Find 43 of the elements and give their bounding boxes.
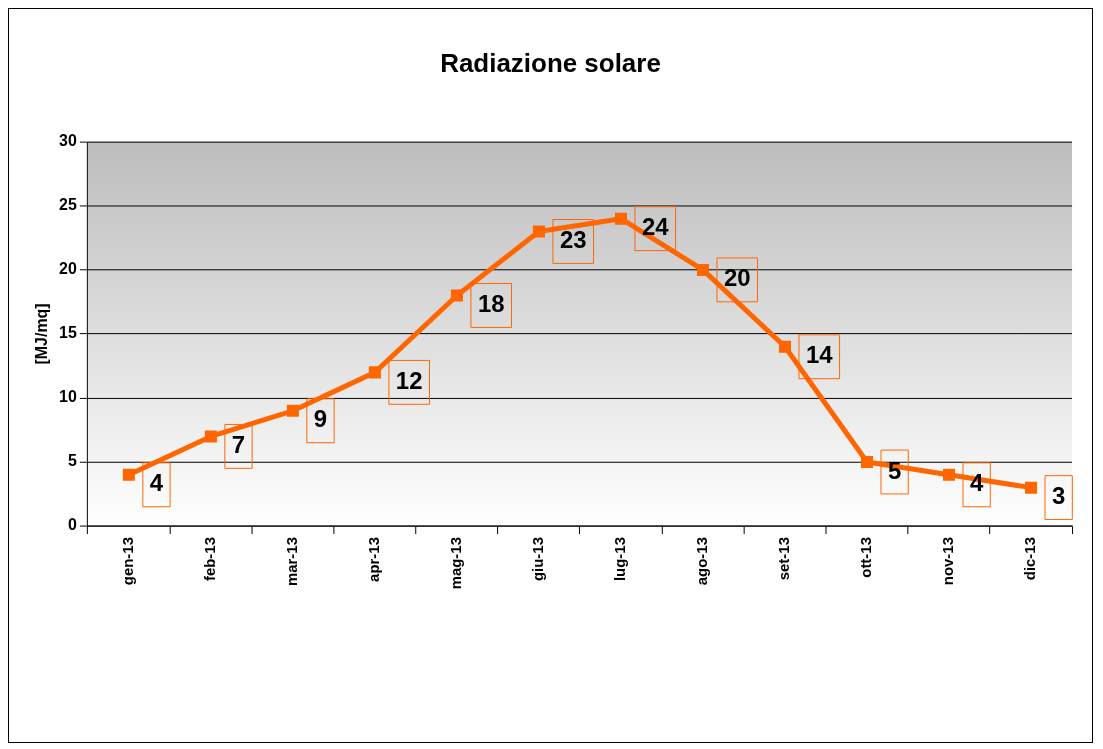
point	[942, 468, 956, 481]
point	[122, 468, 135, 481]
x-tick-label: ago-13	[693, 537, 711, 586]
y-tick-label: 5	[67, 452, 77, 470]
data-label: 20	[723, 264, 751, 292]
x-tick-label: gen-13	[118, 537, 136, 586]
x-tick-label: apr-13	[365, 537, 383, 582]
data-label: 18	[477, 290, 505, 318]
point	[778, 340, 792, 353]
x-tick-label: set-13	[775, 537, 793, 581]
data-label: 7	[231, 431, 246, 458]
point	[696, 263, 709, 276]
x-tick-label: giu-13	[529, 537, 547, 582]
point	[614, 212, 627, 225]
data-label: 12	[395, 366, 423, 394]
point	[860, 456, 874, 469]
y-axis-title: [MJ/mq]	[32, 303, 50, 365]
point	[450, 289, 463, 302]
x-tick-label: mar-13	[283, 537, 301, 587]
x-tick-label: mag-13	[447, 537, 465, 590]
data-label: 14	[805, 341, 834, 369]
y-tick-label: 30	[59, 132, 77, 150]
point	[532, 225, 545, 238]
x-tick-label: ott-13	[857, 537, 875, 578]
y-tick-label: 15	[59, 324, 77, 342]
point	[1025, 481, 1038, 494]
data-label: 9	[313, 405, 328, 433]
point	[204, 430, 217, 443]
x-tick-label: nov-13	[939, 537, 957, 586]
data-label: 24	[641, 213, 670, 241]
y-tick-label: 20	[59, 260, 77, 278]
data-label: 23	[559, 226, 587, 254]
y-tick-label: 25	[59, 196, 77, 214]
y-tick-label: 0	[67, 516, 77, 534]
x-tick-label: dic-13	[1021, 537, 1039, 581]
point	[368, 366, 381, 379]
point	[286, 404, 299, 417]
y-tick-label: 10	[59, 388, 77, 406]
data-label: 4	[149, 469, 164, 497]
data-label: 3	[1051, 482, 1066, 510]
x-tick-label: feb-13	[201, 537, 219, 582]
chart-title: Radiazione solare	[440, 48, 661, 77]
x-tick-label: lug-13	[611, 537, 629, 582]
